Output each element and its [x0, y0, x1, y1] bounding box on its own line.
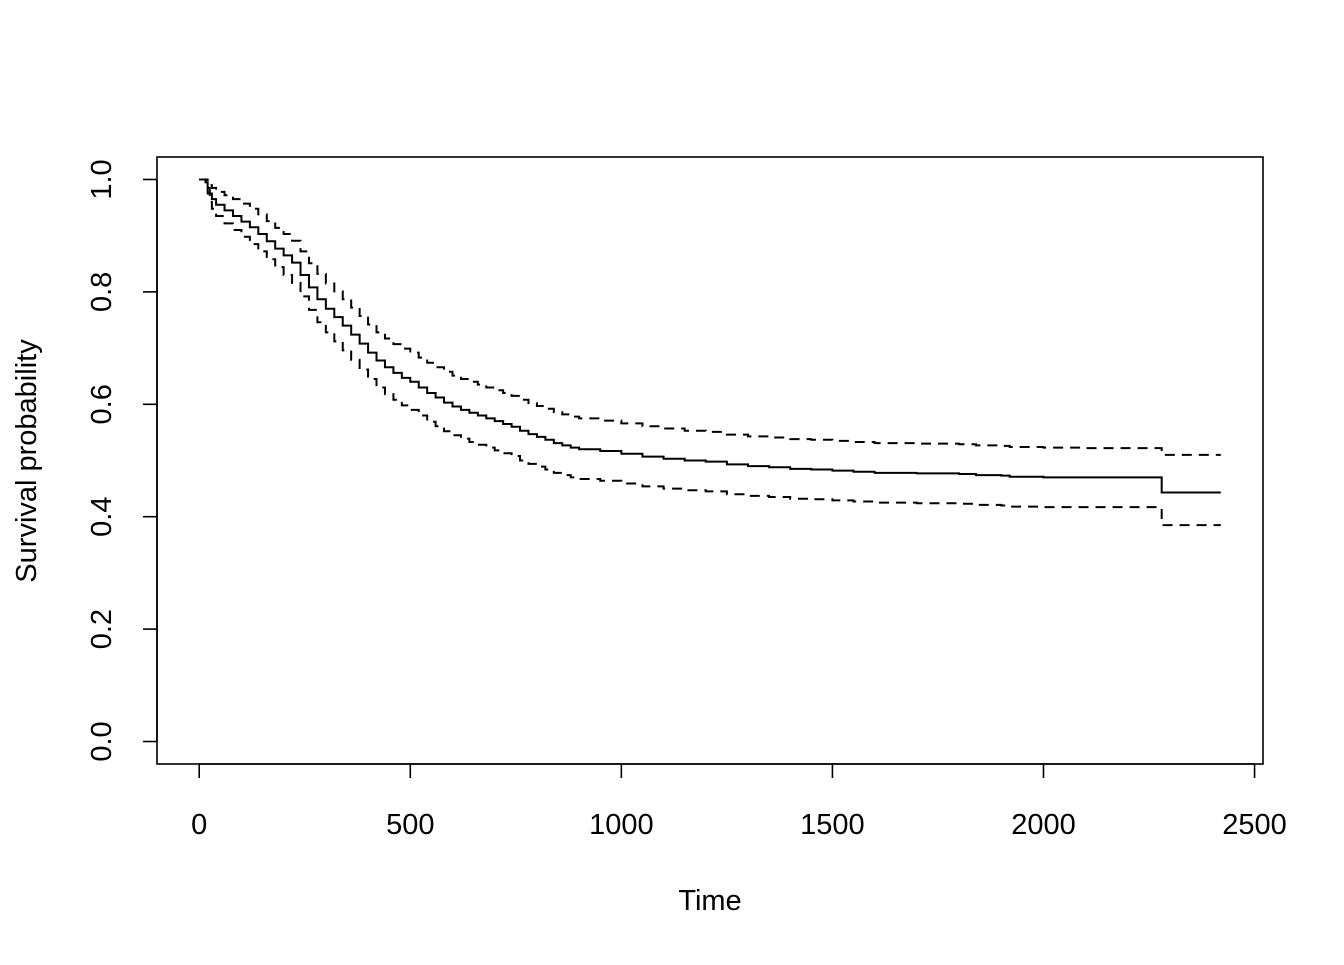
y-tick-label: 0.0 — [86, 721, 118, 761]
series-layer — [199, 178, 1221, 527]
x-axis: 0 500 1000 1500 2000 2500 — [191, 763, 1287, 841]
x-tick-label: 500 — [386, 809, 434, 841]
y-axis: 0.0 0.2 0.4 0.6 0.8 1.0 — [86, 159, 158, 762]
x-tick-label: 2000 — [1011, 809, 1076, 841]
y-tick-label: 0.8 — [86, 272, 118, 312]
plot-frame — [156, 156, 1264, 765]
x-tick-label: 1500 — [800, 809, 865, 841]
series-upper-ci — [199, 178, 1221, 456]
series-lower-ci — [199, 178, 1221, 527]
x-tick-label: 0 — [191, 809, 207, 841]
y-axis-label: Survival probability — [11, 339, 43, 583]
x-axis-label: Time — [678, 885, 741, 917]
x-tick-label: 1000 — [589, 809, 654, 841]
x-tick-label: 2500 — [1222, 809, 1287, 841]
y-tick-label: 0.4 — [86, 497, 118, 537]
y-tick-label: 1.0 — [86, 159, 118, 199]
y-tick-label: 0.2 — [86, 609, 118, 649]
y-tick-label: 0.6 — [86, 384, 118, 424]
series-estimate — [199, 178, 1221, 494]
